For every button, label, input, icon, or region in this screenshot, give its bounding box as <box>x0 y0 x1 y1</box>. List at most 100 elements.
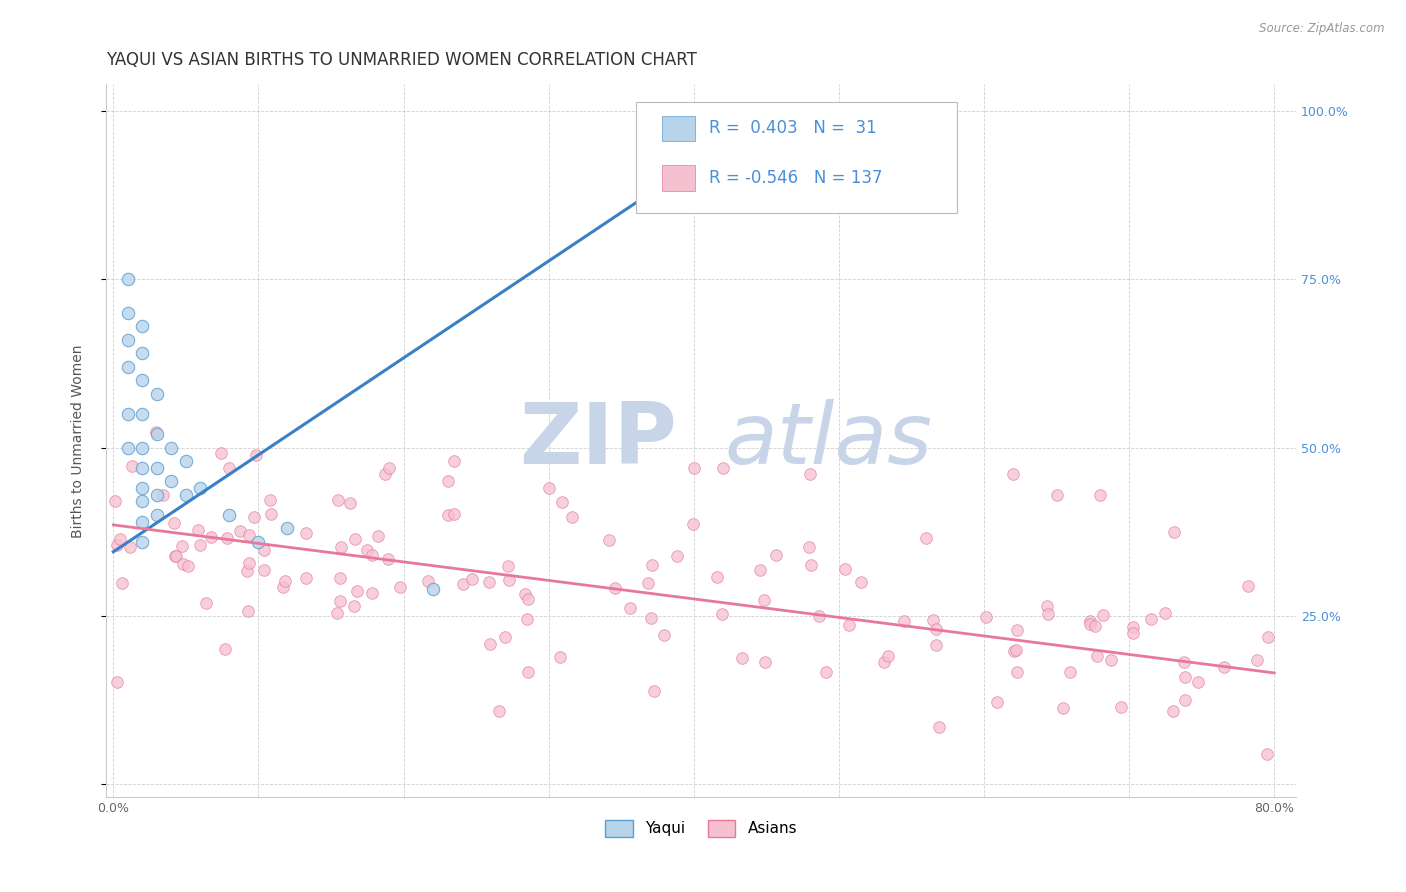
Point <box>706 570 728 584</box>
Point <box>494 630 516 644</box>
Point <box>243 510 266 524</box>
Point <box>1078 614 1101 628</box>
Text: R =  0.403   N =  31: R = 0.403 N = 31 <box>710 120 877 137</box>
Point <box>190 481 212 495</box>
Point <box>478 574 501 589</box>
Point <box>496 558 519 573</box>
Point <box>131 515 153 529</box>
Point <box>754 655 776 669</box>
Point <box>236 564 259 578</box>
Point <box>174 454 197 468</box>
Point <box>643 684 665 698</box>
Text: R = -0.546   N = 137: R = -0.546 N = 137 <box>710 169 883 187</box>
Point <box>378 460 401 475</box>
Bar <box>662 115 695 141</box>
Point <box>986 695 1008 709</box>
Point <box>1036 599 1059 614</box>
Point <box>682 516 704 531</box>
Point <box>1256 747 1278 762</box>
Point <box>188 538 211 552</box>
Point <box>160 474 183 488</box>
Point <box>152 488 174 502</box>
Point <box>131 460 153 475</box>
Point <box>641 558 664 572</box>
Point <box>1091 608 1114 623</box>
Point <box>598 533 620 547</box>
Point <box>515 587 537 601</box>
Point <box>637 576 659 591</box>
Point <box>361 586 384 600</box>
Point <box>117 359 139 374</box>
Point <box>229 524 252 538</box>
Point <box>654 111 676 125</box>
Point <box>1163 525 1185 540</box>
Point <box>1059 665 1081 680</box>
Point <box>915 531 938 545</box>
Point <box>1004 643 1026 657</box>
Point <box>214 642 236 657</box>
Point <box>479 637 502 651</box>
Point <box>1122 620 1144 634</box>
Text: ZIP: ZIP <box>520 400 678 483</box>
Text: atlas: atlas <box>725 400 932 483</box>
Point <box>1122 625 1144 640</box>
Point <box>561 510 583 524</box>
Point <box>105 675 128 690</box>
Point <box>131 373 153 387</box>
Point <box>749 563 772 577</box>
Point <box>329 540 352 554</box>
Point <box>146 386 169 401</box>
Point <box>260 507 283 521</box>
Point <box>172 539 194 553</box>
Point <box>131 407 153 421</box>
Point <box>172 558 194 572</box>
Point <box>160 441 183 455</box>
Point <box>174 488 197 502</box>
Point <box>640 611 662 625</box>
Bar <box>662 165 695 191</box>
Point <box>388 580 411 594</box>
Point <box>271 580 294 594</box>
Point <box>177 559 200 574</box>
Point <box>252 543 274 558</box>
Point <box>245 448 267 462</box>
Point <box>849 575 872 590</box>
Point <box>437 508 460 522</box>
Point <box>111 576 134 591</box>
Point <box>131 481 153 495</box>
Point <box>105 538 128 552</box>
Point <box>344 532 367 546</box>
Point <box>893 615 915 629</box>
Point <box>1173 656 1195 670</box>
Point <box>1002 643 1025 657</box>
Point <box>276 521 298 535</box>
Point <box>1083 619 1105 633</box>
Point <box>1005 665 1028 679</box>
Point <box>1246 653 1268 667</box>
Point <box>603 581 626 595</box>
Point <box>146 488 169 502</box>
Point <box>443 507 465 521</box>
Point <box>209 446 232 460</box>
Point <box>117 407 139 421</box>
Point <box>329 571 352 585</box>
Point <box>163 516 186 530</box>
Point <box>711 607 734 621</box>
Point <box>253 562 276 576</box>
Point <box>488 704 510 718</box>
Point <box>218 508 240 522</box>
Text: Source: ZipAtlas.com: Source: ZipAtlas.com <box>1260 22 1385 36</box>
Point <box>1109 699 1132 714</box>
Point <box>451 576 474 591</box>
Point <box>329 594 352 608</box>
Point <box>360 549 382 563</box>
Point <box>146 460 169 475</box>
Point <box>238 527 260 541</box>
Point <box>165 549 187 563</box>
Point <box>1174 693 1197 707</box>
Point <box>800 558 823 573</box>
Point <box>815 665 838 679</box>
Point <box>131 534 153 549</box>
Point <box>1154 606 1177 620</box>
Point <box>163 549 186 563</box>
